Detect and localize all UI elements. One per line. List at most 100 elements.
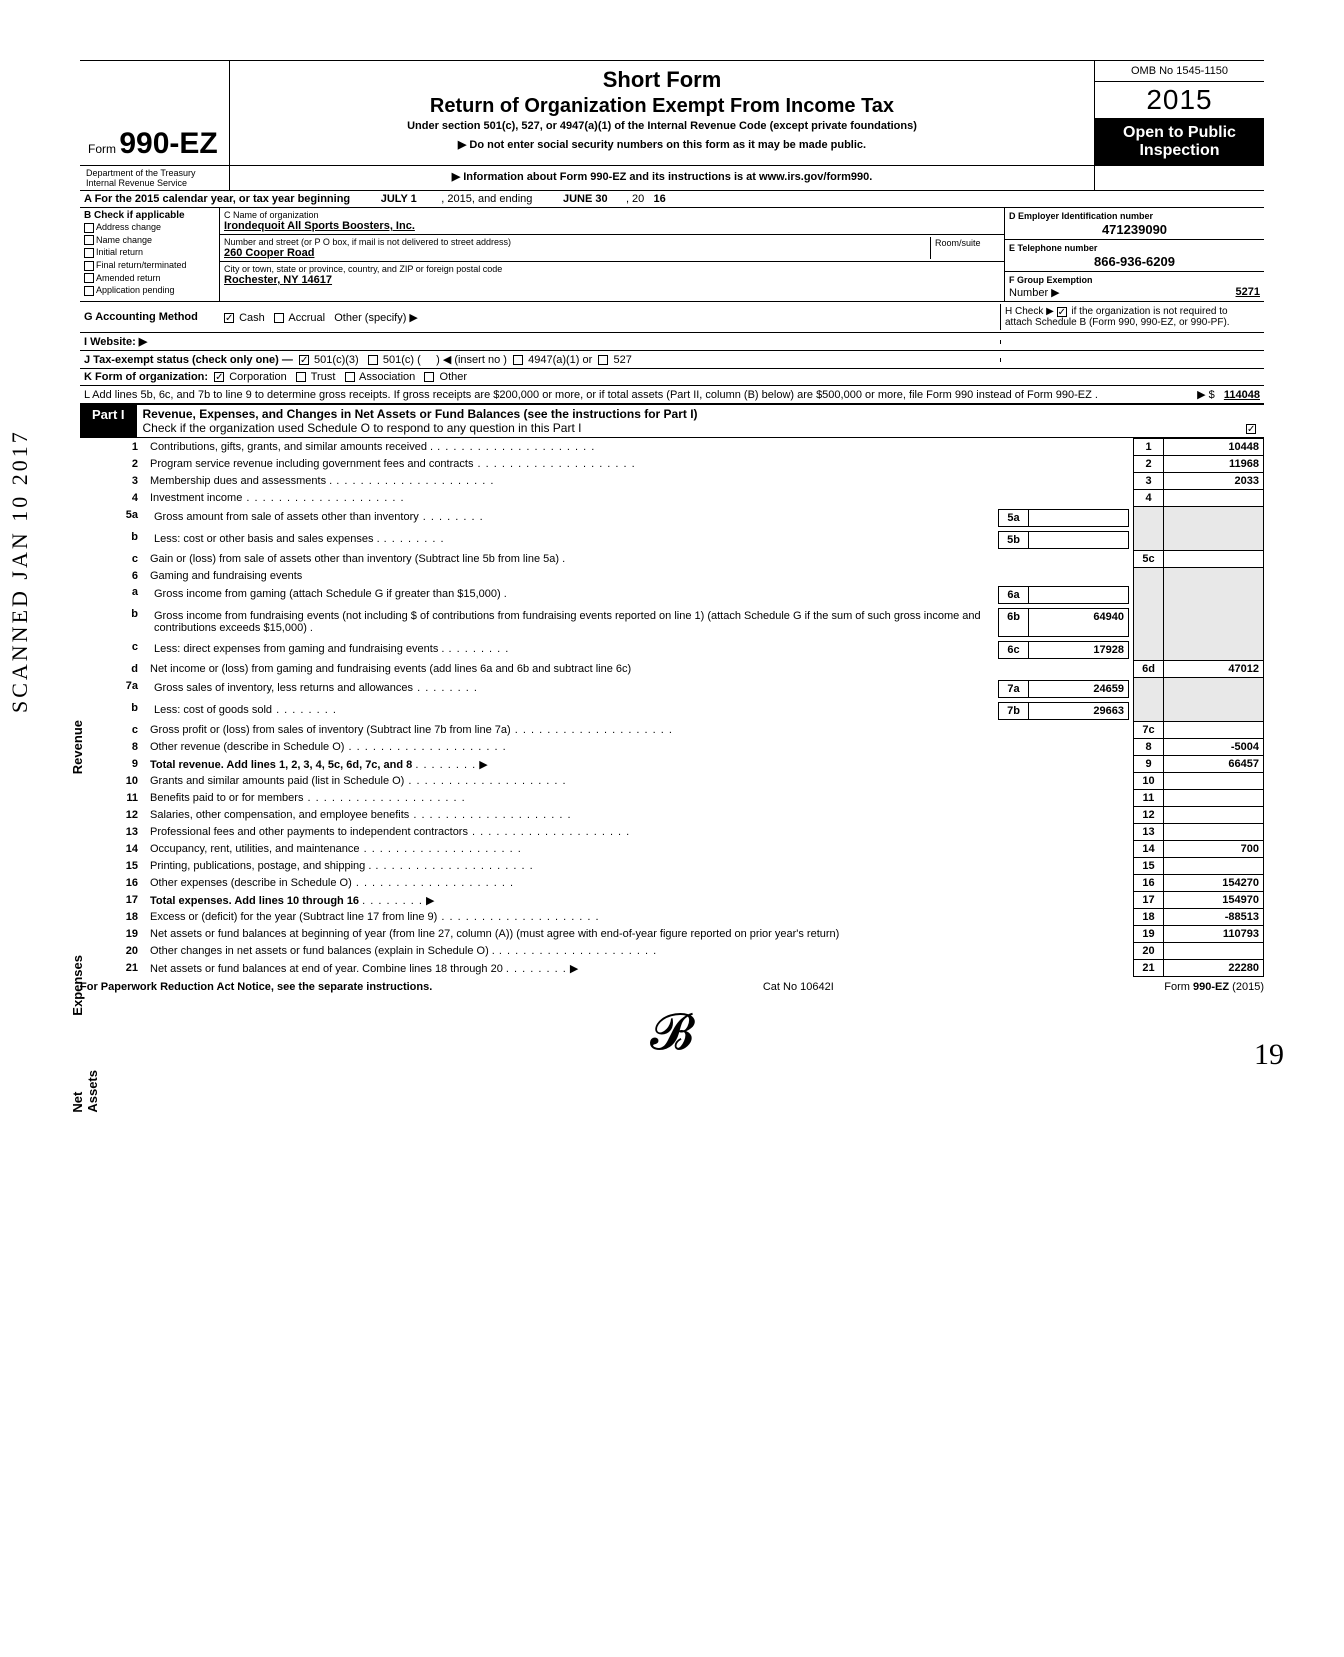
j-chk1[interactable]: ✓ [299,355,309,365]
b-column: B Check if applicable Address change Nam… [80,208,220,301]
i-row: I Website: ▶ [80,333,1264,351]
b-item-2[interactable]: Initial return [84,246,215,259]
k-chk2[interactable] [296,372,306,382]
l18-box: 18 [1134,909,1164,926]
e-val: 866-936-6209 [1009,254,1260,269]
subtitle: Return of Organization Exempt From Incom… [238,95,1086,118]
j-chk3[interactable] [513,355,523,365]
l6d-d: Net income or (loss) from gaming and fun… [146,661,1134,678]
l18-d: Excess or (deficit) for the year (Subtra… [146,909,1134,926]
d-val: 471239090 [1009,222,1260,237]
l11-box: 11 [1134,790,1164,807]
l10-d: Grants and similar amounts paid (list in… [146,773,1134,790]
b-item-3[interactable]: Final return/terminated [84,259,215,272]
k-1: Corporation [229,371,286,383]
a-end: JUNE 30 [563,193,608,205]
l8-n: 8 [110,739,146,756]
b-item-4-text: Amended return [96,273,161,283]
i-label: I Website: ▶ [84,335,224,348]
j-chk2[interactable] [368,355,378,365]
l6a-v [1029,586,1129,603]
l7a-n: 7a [110,678,146,700]
l-val: 114048 [1224,389,1260,401]
l8-box: 8 [1134,739,1164,756]
l21-n: 21 [110,960,146,977]
dept-right-blank [1094,166,1264,190]
l6-d: Gaming and fundraising events [146,568,1134,584]
a-mid: , 2015, and ending [441,193,532,205]
footer: For Paperwork Reduction Act Notice, see … [80,981,1264,993]
l5b-box: 5b [999,531,1029,548]
c-addr-label: Number and street (or P O box, if mail i… [224,237,930,247]
b-item-0[interactable]: Address change [84,221,215,234]
l20-box: 20 [1134,943,1164,960]
l9-n: 9 [110,756,146,773]
h-block: H Check ▶ ✓ if the organization is not r… [1000,304,1260,330]
l7b-v: 29663 [1029,702,1129,719]
right-col: OMB No 1545-1150 2015 Open to Public Ins… [1094,61,1264,165]
l6d-v: 47012 [1164,661,1264,678]
l1-d: Contributions, gifts, grants, and simila… [146,439,1134,456]
part1-box: Part I [80,405,137,437]
f-val: 5271 [1236,286,1260,298]
k-chk3[interactable] [345,372,355,382]
l11-n: 11 [110,790,146,807]
d-label: D Employer Identification number [1009,211,1153,221]
b-item-5[interactable]: Application pending [84,284,215,297]
g-accr-chk[interactable] [274,313,284,323]
l14-n: 14 [110,841,146,858]
l7c-d: Gross profit or (loss) from sales of inv… [146,722,1134,739]
l13-v [1164,824,1264,841]
l5a-box: 5a [999,509,1029,526]
l5c-n: c [110,551,146,568]
l6b-d: Gross income from fundraising events (no… [150,608,999,636]
g-cash-chk[interactable]: ✓ [224,313,234,323]
j-label: J Tax-exempt status (check only one) — [84,354,293,366]
l9-d: Total revenue. Add lines 1, 2, 3, 4, 5c,… [150,759,412,771]
l9-box: 9 [1134,756,1164,773]
l5b-d: Less: cost or other basis and sales expe… [150,531,999,548]
j-chk4[interactable] [598,355,608,365]
c-column: C Name of organization Irondequoit All S… [220,208,1004,301]
b-item-4[interactable]: Amended return [84,272,215,285]
b-item-1[interactable]: Name change [84,234,215,247]
side-expenses: Expenses [70,955,85,1016]
k-chk4[interactable] [424,372,434,382]
l6a-n: a [110,584,146,606]
l19-n: 19 [110,926,146,943]
l18-n: 18 [110,909,146,926]
l9-arrow: ▶ [479,759,487,771]
g-accr: Accrual [288,312,325,324]
dept1: Department of the Treasury [86,168,223,178]
k-chk1[interactable]: ✓ [214,372,224,382]
h-chk[interactable]: ✓ [1057,307,1067,317]
l7c-box: 7c [1134,722,1164,739]
form-badge: Form 990-EZ [80,61,230,165]
l3-box: 3 [1134,473,1164,490]
header-row: Form 990-EZ Short Form Return of Organiz… [80,60,1264,166]
l5a-v [1029,509,1129,526]
scho-chk[interactable]: ✓ [1246,424,1256,434]
g-row: G Accounting Method ✓ Cash Accrual Other… [80,302,1264,333]
j-4: 4947(a)(1) or [528,354,592,366]
b-item-2-text: Initial return [96,247,143,257]
l7c-v [1164,722,1264,739]
ssn-note: ▶ Do not enter social security numbers o… [238,138,1086,151]
l5c-d: Gain or (loss) from sale of assets other… [146,551,1134,568]
l5b-n: b [110,529,146,551]
open-inspection: Open to Public Inspection [1095,118,1264,165]
j-5: 527 [613,354,631,366]
l19-d: Net assets or fund balances at beginning… [146,926,1134,943]
l13-box: 13 [1134,824,1164,841]
l15-d: Printing, publications, postage, and shi… [146,858,1134,875]
l6c-n: c [110,639,146,661]
k-3: Association [359,371,415,383]
l7a-d: Gross sales of inventory, less returns a… [150,680,999,697]
l12-box: 12 [1134,807,1164,824]
l21-d: Net assets or fund balances at end of ye… [150,963,503,975]
signature-mark: 𝓑 [80,1003,1264,1062]
page-number: 19 [1254,1038,1284,1072]
k-row: K Form of organization: ✓ Corporation Tr… [80,369,1264,386]
side-revenue: Revenue [70,720,85,774]
l21-box: 21 [1134,960,1164,977]
